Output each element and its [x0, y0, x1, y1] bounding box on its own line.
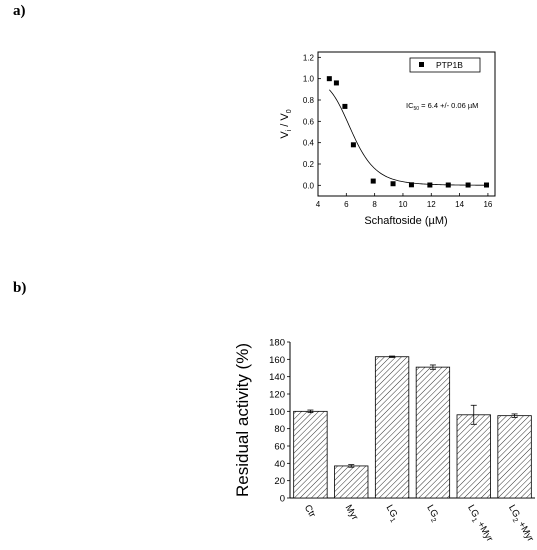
chart-b-y-tick-label: 160	[269, 355, 285, 366]
chart-a-ic50-annotation: IC50 = 6.4 +/- 0.06 µM	[406, 101, 478, 112]
chart-b-category-label: Ctr	[302, 503, 318, 519]
chart-b-category-label: LG1 +Myr	[463, 503, 495, 545]
chart-a-x-axis-title: Schaftoside (µM)	[364, 215, 447, 227]
chart-a-y-tick-label: 0.0	[303, 181, 315, 190]
chart-b-y-tick-label: 0	[280, 494, 285, 505]
chart-b-y-tick-label: 180	[269, 338, 285, 349]
chart-a-data-point	[427, 182, 433, 188]
chart-b-y-tick-label: 60	[274, 442, 285, 453]
chart-b-bar	[374, 356, 410, 499]
chart-b-y-tick-label: 140	[269, 372, 285, 383]
chart-a-y-tick-label: 1.2	[303, 53, 315, 62]
chart-b-bar	[293, 410, 328, 499]
chart-b-bar	[415, 366, 451, 499]
chart-a-x-tick-label: 14	[455, 200, 464, 209]
chart-a-fit-curve-group	[329, 89, 487, 186]
chart-a-y-axis-title: Vi / V0	[279, 109, 293, 138]
chart-a-x-tick-label: 12	[427, 200, 436, 209]
chart-b-y-tick-label: 120	[269, 390, 285, 401]
chart-b-category-label: Myr	[343, 503, 360, 522]
panel-label-b: b)	[13, 280, 27, 296]
chart-a-plot-frame	[317, 51, 496, 197]
chart-a-data-point	[408, 182, 414, 188]
chart-a-data-points	[326, 76, 490, 188]
legend-box	[409, 57, 481, 73]
chart-a-axes: 4 6 8 10 12 14 16 0.0 0.2 0.4 0.6 0.8 1.0 1.2	[303, 53, 493, 209]
chart-b-y-tick-label: 100	[269, 407, 285, 418]
chart-a-x-tick-label: 8	[372, 200, 377, 209]
chart-a-data-point	[465, 182, 471, 188]
chart-a-data-point	[390, 181, 396, 187]
chart-a-data-point	[326, 76, 332, 82]
chart-b-y-axis-title: Residual activity (%)	[233, 343, 252, 497]
chart-a-ic50-curve: 4 6 8 10 12 14 16 0.0 0.2 0.4 0.6 0.8 1.0 1.2 Schafto…	[279, 51, 496, 227]
chart-a-y-tick-label: 0.2	[303, 160, 315, 169]
legend-label-ptp1b: PTP1B	[436, 60, 463, 70]
chart-a-legend: PTP1B	[409, 57, 481, 73]
chart-a-data-point	[445, 182, 451, 188]
chart-b-bar	[334, 465, 369, 499]
chart-a-x-tick-label: 6	[344, 200, 349, 209]
chart-b-y-tick-label: 80	[274, 424, 285, 435]
chart-b-category-label: LG2 +Myr	[504, 503, 536, 545]
chart-a-y-tick-label: 0.8	[303, 96, 315, 105]
chart-b-category-label: LG1	[382, 503, 402, 524]
chart-a-x-tick-label: 4	[316, 200, 321, 209]
chart-b-bar	[497, 415, 532, 499]
chart-a-x-tick-label: 10	[399, 200, 408, 209]
chart-b-y-tick-label: 20	[274, 476, 285, 487]
chart-a-data-point	[342, 103, 348, 109]
chart-b-category-label: LG2	[423, 503, 443, 524]
chart-a-y-tick-label: 0.6	[303, 117, 315, 126]
chart-a-data-point	[370, 178, 376, 184]
panel-label-a: a)	[13, 3, 26, 19]
chart-a-data-point	[350, 142, 356, 148]
chart-a-y-tick-label: 0.4	[303, 139, 315, 148]
chart-a-fit-curve	[329, 89, 487, 186]
chart-b-bars-group	[293, 355, 532, 499]
legend-marker-square	[419, 62, 424, 67]
chart-b-bar	[456, 414, 491, 499]
chart-a-data-point	[484, 182, 490, 188]
chart-b-y-tick-label: 40	[274, 459, 285, 470]
chart-a-y-tick-label: 1.0	[303, 75, 315, 84]
chart-b-category-labels: Ctr Myr LG1 LG2 LG1 +Myr LG2 +Myr	[302, 503, 536, 545]
chart-b-residual-activity-bars: 0 20 40 60 80 100 120 140 160 180 Ctr Myr LG1 LG2 LG1…	[233, 338, 536, 545]
chart-b-axes: 0 20 40 60 80 100 120 140 160 180	[269, 338, 535, 505]
chart-a-x-tick-label: 16	[483, 200, 492, 209]
chart-a-data-point	[333, 80, 339, 86]
